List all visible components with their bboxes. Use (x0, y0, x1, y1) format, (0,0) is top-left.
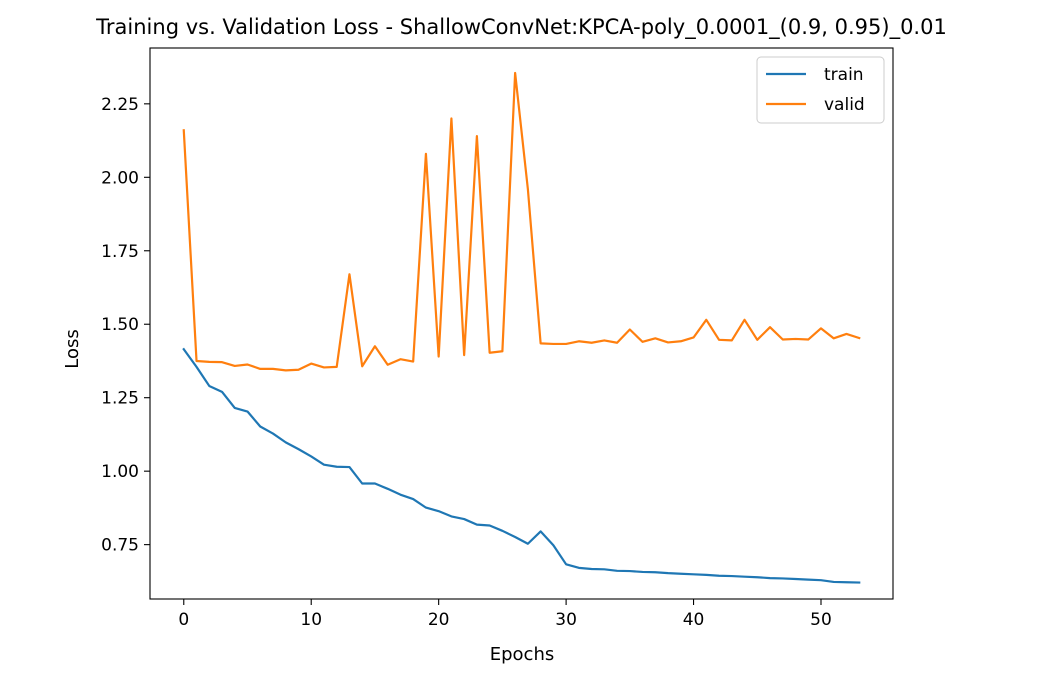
plot-area: 0 10 20 30 40 50 0.75 1.00 1.25 1.50 1.75 2.00 2.25 t… (101, 47, 894, 630)
y-tick-label: 1.50 (101, 315, 139, 335)
x-tick-label: 50 (810, 610, 832, 630)
chart-title: Training vs. Validation Loss - ShallowCo… (95, 15, 947, 40)
y-tick-label: 1.75 (101, 242, 139, 262)
y-tick-label: 1.25 (101, 389, 139, 409)
y-tick-label: 1.00 (101, 462, 139, 482)
y-tick-label: 0.75 (101, 536, 139, 556)
x-tick-label: 40 (683, 610, 705, 630)
series-line-valid (182, 71, 861, 372)
x-axis-label: Epochs (490, 644, 555, 665)
y-tick-label: 2.00 (101, 168, 139, 188)
series-line-train (182, 347, 861, 584)
x-tick-label: 20 (428, 610, 450, 630)
legend-box (756, 56, 885, 124)
axes-frame (149, 47, 894, 600)
x-tick-label: 10 (300, 610, 322, 630)
legend-label-valid: valid (824, 95, 865, 115)
x-tick-label: 30 (555, 610, 577, 630)
x-tick-label: 0 (178, 610, 189, 630)
y-tick-label: 2.25 (101, 95, 139, 115)
legend-label-train: train (824, 65, 864, 85)
y-axis-label: Loss (62, 329, 83, 368)
